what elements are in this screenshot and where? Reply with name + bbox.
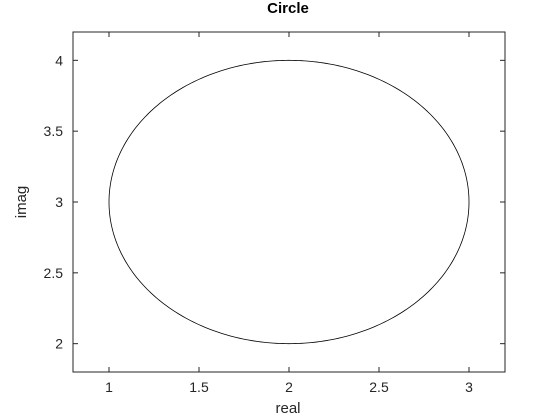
y-tick-label: 4 bbox=[55, 52, 63, 68]
x-axis-label: real bbox=[275, 400, 300, 417]
x-tick-label: 1.5 bbox=[189, 379, 209, 395]
y-tick-label: 3.5 bbox=[44, 123, 64, 139]
y-axis-ticks: 2 2.5 3 3.5 4 bbox=[44, 52, 505, 352]
y-tick-label: 2.5 bbox=[44, 265, 64, 281]
chart-title: Circle bbox=[267, 0, 309, 17]
plot-area bbox=[72, 31, 506, 373]
series-group bbox=[108, 59, 470, 345]
y-tick-label: 3 bbox=[55, 194, 63, 210]
y-tick-label: 2 bbox=[55, 336, 63, 352]
x-axis-ticks: 1 1.5 2 2.5 3 bbox=[105, 32, 473, 395]
x-tick-label: 2.5 bbox=[369, 379, 389, 395]
y-axis-label: imag bbox=[13, 186, 30, 219]
x-tick-label: 1 bbox=[105, 379, 113, 395]
circle-series-line bbox=[108, 59, 470, 345]
x-tick-label: 3 bbox=[465, 379, 473, 395]
x-tick-label: 2 bbox=[285, 379, 293, 395]
